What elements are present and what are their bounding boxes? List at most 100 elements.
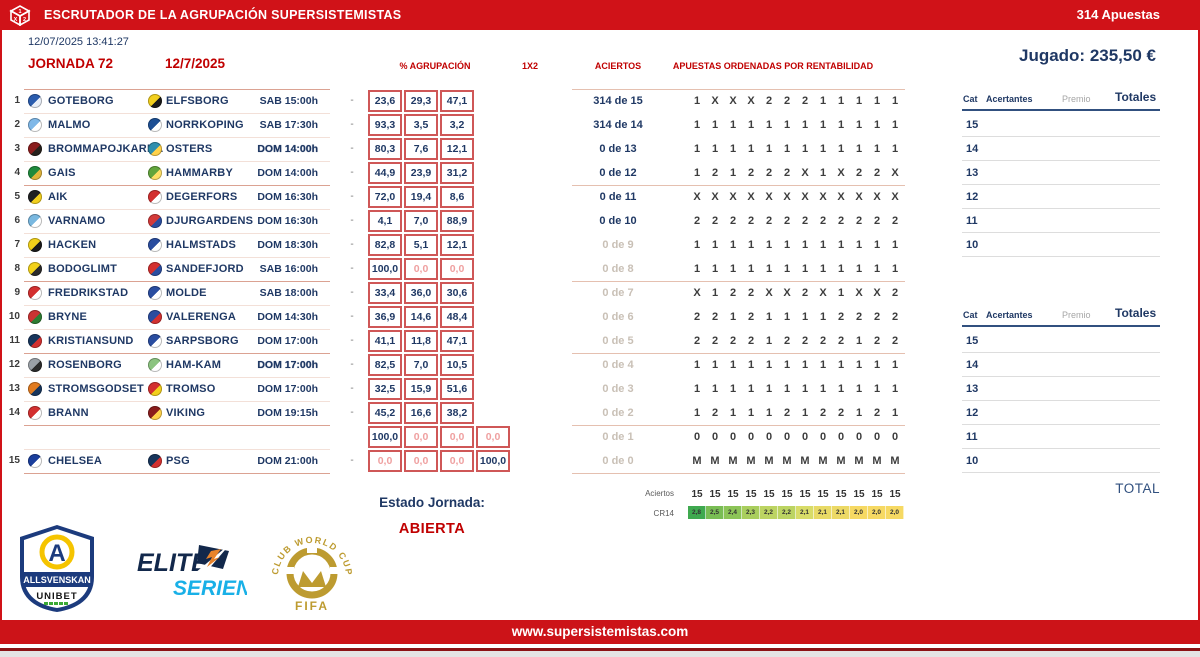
bet-sign-cell: 1 xyxy=(837,263,845,275)
match-number: 14 xyxy=(8,407,20,418)
cr14-scale-cell: 2,0 xyxy=(886,506,904,519)
bet-sign-cell: 2 xyxy=(891,335,899,347)
match-time: SAB 18:00h xyxy=(259,287,318,299)
bet-sign-cell: 0 xyxy=(801,431,809,443)
prize2-header-rule xyxy=(962,325,1160,327)
bet-sign-cell: 1 xyxy=(801,383,809,395)
agrupacion-percent-cell: 29,3 xyxy=(404,90,438,112)
aciertos-total-cell: 15 xyxy=(763,489,775,500)
bet-sign-cell: 2 xyxy=(855,167,863,179)
bet-sign-cell: 2 xyxy=(765,215,773,227)
bet-sign-cell: 2 xyxy=(837,215,845,227)
total-label: TOTAL xyxy=(1115,481,1160,496)
bet-sign-cell: M xyxy=(890,455,900,467)
bet-sign-cell: X xyxy=(819,287,827,299)
bet-sign-cell: 1 xyxy=(711,143,719,155)
bet-sign-cell: 1 xyxy=(819,311,827,323)
left-group-separator xyxy=(24,473,330,474)
home-team-name: KRISTIANSUND xyxy=(48,335,134,347)
agrupacion-percent-cell: 41,1 xyxy=(368,330,402,352)
bet-sign-cell: 1 xyxy=(891,383,899,395)
home-team-badge-icon xyxy=(28,238,42,252)
estado-jornada-value: ABIERTA xyxy=(398,521,466,537)
home-team-badge-icon xyxy=(28,166,42,180)
bet-sign-cell: 1 xyxy=(819,263,827,275)
home-team-name: AIK xyxy=(48,191,68,203)
agrupacion-percent-cell: 3,5 xyxy=(404,114,438,136)
prize-table-row xyxy=(962,209,1160,233)
away-team-badge-icon xyxy=(148,214,162,228)
bet-sign-cell: 1 xyxy=(873,263,881,275)
match-number: 5 xyxy=(14,191,20,202)
bet-sign-cell: 1 xyxy=(873,143,881,155)
bet-sign-cell: 2 xyxy=(693,335,701,347)
prize1-header-cat: Cat xyxy=(963,94,978,104)
aciertos-total-cell: 15 xyxy=(781,489,793,500)
row-dash: - xyxy=(350,335,354,346)
prize-table-row xyxy=(962,233,1160,257)
jornada-date: 12/7/2025 xyxy=(165,56,226,71)
match-time: DOM 14:30h xyxy=(257,311,318,323)
bet-sign-cell: 1 xyxy=(891,119,899,131)
match-time: DOM 16:30h xyxy=(257,215,318,227)
agrupacion-percent-cell: 100,0 xyxy=(476,450,510,472)
prize-cat-value: 10 xyxy=(966,455,979,467)
bet-sign-cell: 0 xyxy=(819,431,827,443)
left-row-separator xyxy=(24,401,330,402)
prize-cat-value: 12 xyxy=(966,191,979,203)
bet-sign-cell: 1 xyxy=(765,119,773,131)
away-team-badge-icon xyxy=(148,310,162,324)
svg-text:FIFA: FIFA xyxy=(295,599,329,613)
agrupacion-percent-cell: 4,1 xyxy=(368,210,402,232)
home-team-badge-icon xyxy=(28,454,42,468)
agrupacion-percent-cell: 23,9 xyxy=(404,162,438,184)
bet-sign-cell: 0 xyxy=(783,431,791,443)
prize2-header-totales: Totales xyxy=(1115,306,1157,320)
row-dash: - xyxy=(350,455,354,466)
bet-sign-cell: X xyxy=(801,191,809,203)
bet-sign-cell: 1 xyxy=(855,335,863,347)
home-team-name: GOTEBORG xyxy=(48,95,114,107)
aciertos-value: 0 de 2 xyxy=(602,407,634,419)
bet-sign-cell: 1 xyxy=(693,143,701,155)
home-team-name: FREDRIKSTAD xyxy=(48,287,129,299)
bet-sign-cell: 1 xyxy=(747,143,755,155)
away-team-name: MOLDE xyxy=(166,287,207,299)
bet-sign-cell: 1 xyxy=(801,143,809,155)
prize-table-row xyxy=(962,329,1160,353)
agrupacion-percent-cell: 0,0 xyxy=(440,426,474,448)
bet-sign-cell: 1 xyxy=(693,407,701,419)
left-row-separator xyxy=(24,209,330,210)
home-team-badge-icon xyxy=(28,358,42,372)
bet-sign-cell: 2 xyxy=(873,335,881,347)
bet-sign-cell: 1 xyxy=(873,383,881,395)
prize1-header-premio: Premio xyxy=(1062,94,1091,104)
left-row-separator xyxy=(24,305,330,306)
bet-sign-cell: 1 xyxy=(837,359,845,371)
agrupacion-percent-cell: 7,6 xyxy=(404,138,438,160)
bet-sign-cell: X xyxy=(873,287,881,299)
bet-sign-cell: X xyxy=(783,191,791,203)
club-world-cup-logo: CLUB WORLD CUP 25 FIFA xyxy=(262,525,353,613)
home-team-badge-icon xyxy=(28,406,42,420)
match-number: 6 xyxy=(14,215,20,226)
left-row-separator xyxy=(24,257,330,258)
bet-sign-cell: X xyxy=(891,191,899,203)
bet-sign-cell: 0 xyxy=(765,431,773,443)
home-team-name: ROSENBORG xyxy=(48,359,122,371)
aciertos-value: 314 de 14 xyxy=(593,119,643,131)
prize-table-row xyxy=(962,161,1160,185)
bet-sign-cell: 1 xyxy=(801,239,809,251)
row-dash: - xyxy=(350,239,354,250)
footer-url[interactable]: www.supersistemistas.com xyxy=(511,624,689,639)
agrupacion-percent-cell: 0,0 xyxy=(404,450,438,472)
agrupacion-percent-cell: 48,4 xyxy=(440,306,474,328)
agrupacion-percent-cell: 38,2 xyxy=(440,402,474,424)
bet-sign-cell: 1 xyxy=(711,287,719,299)
away-team-name: HALMSTADS xyxy=(166,239,237,251)
prize2-header-cat: Cat xyxy=(963,310,978,320)
mid-group-separator xyxy=(572,281,905,282)
timestamp: 12/07/2025 13:41:27 xyxy=(28,36,129,48)
match-time: DOM 17:00h xyxy=(257,383,318,395)
svg-text:UNIBET: UNIBET xyxy=(36,591,77,602)
